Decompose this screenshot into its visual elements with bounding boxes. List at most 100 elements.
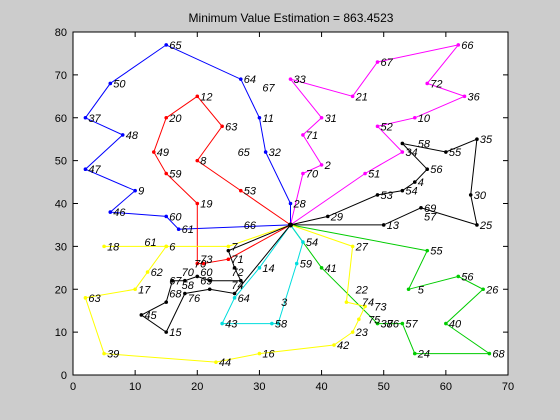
node-label: 6 bbox=[169, 241, 176, 253]
node-label: 56 bbox=[430, 164, 443, 176]
node-label: 5 bbox=[418, 284, 425, 296]
node-label: 13 bbox=[387, 220, 400, 232]
route-6-point-6 bbox=[232, 296, 237, 300]
route-7-point-1 bbox=[350, 244, 355, 249]
node-label: 25 bbox=[479, 220, 493, 232]
node-label: 47 bbox=[88, 164, 101, 176]
node-label: 60 bbox=[200, 267, 213, 279]
node-label: 21 bbox=[355, 91, 368, 103]
node-label: 4 bbox=[418, 177, 424, 189]
y-tick-label: 80 bbox=[55, 27, 67, 39]
route-3-point-3 bbox=[301, 133, 305, 137]
node-label: 73 bbox=[374, 301, 387, 313]
node-label: 58 bbox=[182, 280, 195, 292]
node-label: 40 bbox=[449, 319, 462, 331]
route-8-point-12 bbox=[207, 287, 212, 292]
route-5-point-4 bbox=[481, 287, 485, 292]
chart-title: Minimum Value Estimation = 863.4523 bbox=[189, 11, 394, 25]
route-8-point-10 bbox=[164, 330, 169, 334]
node-label: 19 bbox=[200, 199, 212, 211]
route-1-point-13 bbox=[176, 227, 181, 232]
route-7-point-3 bbox=[363, 304, 367, 309]
node-label: 48 bbox=[126, 130, 139, 142]
route-1-point-12 bbox=[164, 214, 169, 219]
node-label: 62 bbox=[151, 267, 163, 279]
node-label: 53 bbox=[381, 190, 394, 202]
route-7-point-7 bbox=[257, 351, 262, 356]
route-2-point-2 bbox=[195, 158, 200, 163]
route-1-point-5 bbox=[164, 43, 169, 47]
route-5-point-6 bbox=[487, 351, 492, 356]
node-label: 39 bbox=[107, 349, 119, 361]
route-5-point-3 bbox=[456, 274, 461, 279]
node-label: 51 bbox=[368, 168, 380, 180]
route-1-point-3 bbox=[257, 115, 262, 120]
node-label: 65 bbox=[238, 147, 251, 159]
node-label: 74 bbox=[362, 297, 374, 309]
route-1-point-10 bbox=[133, 188, 137, 193]
node-label: 57 bbox=[405, 319, 418, 331]
node-label: 61 bbox=[144, 237, 156, 249]
node-label: 74 bbox=[231, 280, 243, 292]
route-7-point-9 bbox=[102, 351, 106, 356]
node-label: 36 bbox=[468, 91, 481, 103]
node-label: 55 bbox=[430, 246, 443, 258]
x-tick-label: 0 bbox=[70, 381, 76, 393]
route-7-point-10 bbox=[83, 296, 88, 300]
route-7-point-2 bbox=[344, 300, 349, 304]
node-label: 65 bbox=[169, 40, 182, 52]
route-6-point-2 bbox=[294, 261, 299, 266]
route-6-point-7 bbox=[257, 266, 262, 270]
route-7-point-16 bbox=[226, 244, 231, 249]
y-tick-label: 30 bbox=[55, 241, 67, 253]
node-label: 59 bbox=[169, 168, 181, 180]
route-3-point-4 bbox=[319, 115, 324, 120]
route-5-point-1 bbox=[425, 248, 430, 253]
node-label: 64 bbox=[244, 74, 256, 86]
route-line-3 bbox=[289, 44, 466, 226]
y-tick-label: 40 bbox=[55, 199, 67, 211]
route-6-point-1 bbox=[301, 240, 305, 244]
node-label: 76 bbox=[188, 293, 201, 305]
route-1-point-4 bbox=[238, 77, 243, 81]
route-1-point-6 bbox=[108, 81, 113, 86]
route-4-point-4 bbox=[412, 180, 417, 184]
route-2-point-9 bbox=[195, 261, 200, 266]
node-label: 33 bbox=[294, 74, 307, 86]
node-label: 68 bbox=[169, 289, 182, 301]
node-label: 9 bbox=[138, 186, 144, 198]
node-label: 3 bbox=[281, 297, 288, 309]
node-label: 58 bbox=[418, 138, 431, 150]
node-label: 10 bbox=[418, 113, 431, 125]
node-label: 76 bbox=[387, 319, 400, 331]
route-5-point-7 bbox=[412, 351, 417, 356]
route-8-point-11 bbox=[183, 291, 187, 296]
x-tick-label: 60 bbox=[440, 381, 452, 393]
node-label: 70 bbox=[182, 267, 195, 279]
route-4-point-9 bbox=[468, 193, 473, 197]
node-label: 58 bbox=[275, 319, 288, 331]
route-5-point-10 bbox=[319, 266, 324, 270]
node-label: 42 bbox=[337, 340, 349, 352]
route-7-point-11 bbox=[133, 287, 137, 292]
node-label: 20 bbox=[168, 113, 182, 125]
node-label: 70 bbox=[306, 168, 319, 180]
node-label: 71 bbox=[231, 254, 243, 266]
route-2-point-1 bbox=[238, 188, 243, 193]
node-label: 23 bbox=[355, 327, 369, 339]
route-4-point-1 bbox=[325, 214, 330, 219]
node-label: 24 bbox=[417, 349, 430, 361]
x-tick-label: 20 bbox=[191, 381, 203, 393]
node-label: 56 bbox=[461, 271, 474, 283]
route-line-5 bbox=[290, 224, 492, 355]
node-label: 12 bbox=[200, 91, 212, 103]
route-3-point-8 bbox=[456, 43, 461, 47]
route-8-point-4 bbox=[207, 278, 212, 283]
y-tick-label: 0 bbox=[61, 370, 67, 382]
route-4-point-12 bbox=[381, 223, 386, 227]
route-4-point-5 bbox=[425, 167, 430, 171]
node-label: 32 bbox=[269, 147, 281, 159]
node-label: 67 bbox=[262, 83, 275, 95]
route-1-point-11 bbox=[108, 210, 113, 214]
node-label: 70 bbox=[194, 259, 207, 271]
